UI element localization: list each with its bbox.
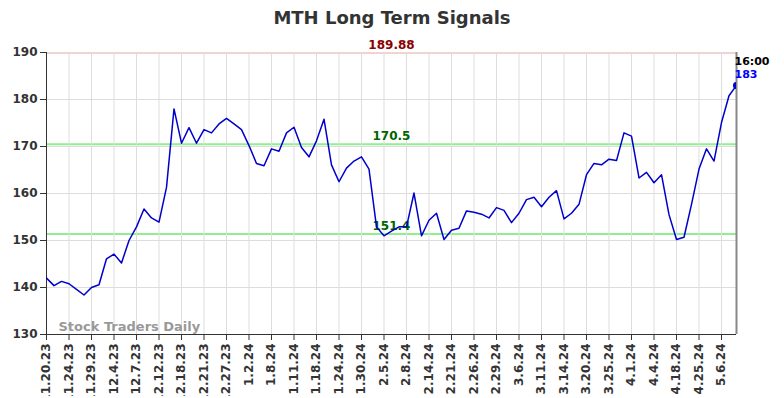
svg-text:183: 183 xyxy=(735,68,758,81)
svg-text:16:00: 16:00 xyxy=(735,55,770,68)
svg-text:11.20.23: 11.20.23 xyxy=(39,344,53,397)
svg-text:3.14.24: 3.14.24 xyxy=(557,344,571,395)
svg-text:170: 170 xyxy=(12,139,37,153)
svg-text:12.27.23: 12.27.23 xyxy=(219,344,233,397)
svg-text:3.20.24: 3.20.24 xyxy=(579,344,593,395)
svg-text:2.21.24: 2.21.24 xyxy=(444,344,458,395)
svg-text:5.6.24: 5.6.24 xyxy=(714,344,728,387)
svg-text:2.29.24: 2.29.24 xyxy=(489,344,503,395)
svg-text:2.5.24: 2.5.24 xyxy=(377,344,391,387)
svg-text:189.88: 189.88 xyxy=(368,38,414,52)
svg-text:1.18.24: 1.18.24 xyxy=(309,344,323,395)
svg-text:180: 180 xyxy=(12,92,37,106)
svg-text:12.21.23: 12.21.23 xyxy=(197,344,211,397)
svg-text:2.26.24: 2.26.24 xyxy=(467,344,481,395)
svg-text:1.11.24: 1.11.24 xyxy=(287,344,301,395)
svg-text:2.8.24: 2.8.24 xyxy=(399,344,413,387)
svg-text:12.7.23: 12.7.23 xyxy=(129,344,143,395)
svg-text:Stock Traders Daily: Stock Traders Daily xyxy=(59,319,201,334)
svg-text:190: 190 xyxy=(12,45,37,59)
svg-text:4.4.24: 4.4.24 xyxy=(647,344,661,387)
svg-text:130: 130 xyxy=(12,327,37,341)
svg-text:4.1.24: 4.1.24 xyxy=(624,344,638,387)
svg-text:11.29.23: 11.29.23 xyxy=(84,344,98,397)
svg-text:12.18.23: 12.18.23 xyxy=(174,344,188,397)
svg-text:4.25.24: 4.25.24 xyxy=(692,344,706,395)
svg-text:1.30.24: 1.30.24 xyxy=(354,344,368,395)
svg-text:1.8.24: 1.8.24 xyxy=(264,344,278,387)
svg-text:3.11.24: 3.11.24 xyxy=(534,344,548,395)
svg-text:1.2.24: 1.2.24 xyxy=(242,344,256,387)
svg-text:1.24.24: 1.24.24 xyxy=(332,344,346,395)
svg-text:140: 140 xyxy=(12,280,37,294)
svg-text:160: 160 xyxy=(12,186,37,200)
svg-text:151.4: 151.4 xyxy=(372,218,411,233)
svg-text:4.18.24: 4.18.24 xyxy=(669,344,683,395)
svg-text:150: 150 xyxy=(12,233,37,247)
svg-text:2.14.24: 2.14.24 xyxy=(422,344,436,395)
svg-text:11.24.23: 11.24.23 xyxy=(62,344,76,397)
svg-text:12.12.23: 12.12.23 xyxy=(152,344,166,397)
svg-text:3.25.24: 3.25.24 xyxy=(602,344,616,395)
svg-text:3.6.24: 3.6.24 xyxy=(512,344,526,387)
svg-text:12.4.23: 12.4.23 xyxy=(107,344,121,395)
html-text:MTH Long Term Signals: MTH Long Term Signals xyxy=(273,7,511,28)
svg-text:170.5: 170.5 xyxy=(373,129,411,143)
